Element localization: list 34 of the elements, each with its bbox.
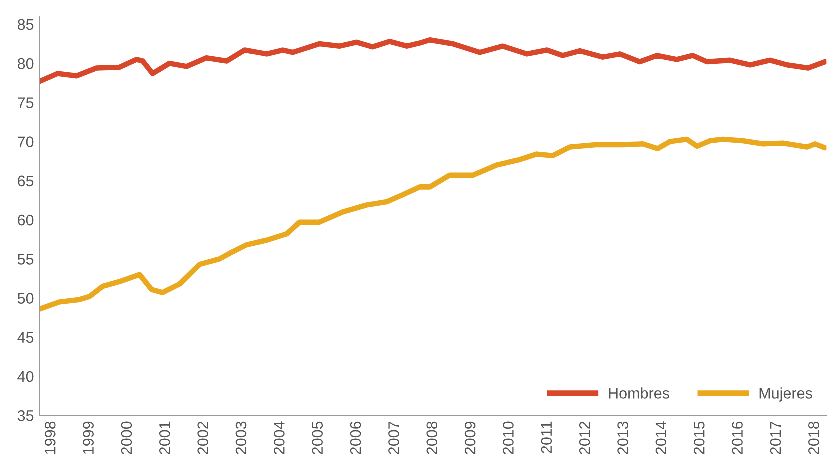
y-tick-label: 35 (18, 410, 34, 422)
x-tick-label: 2009 (464, 422, 476, 454)
x-tick-label: 2003 (236, 422, 247, 454)
x-tick-label: 2006 (350, 422, 362, 454)
y-tick-label: 50 (18, 293, 34, 304)
x-tick-label: 2015 (694, 422, 705, 454)
x-tick-label: 2016 (732, 422, 743, 454)
x-tick-label: 2011 (541, 422, 552, 454)
x-tick-label: 2002 (198, 422, 208, 454)
y-tick-label: 45 (18, 332, 34, 344)
x-tick-label: 2005 (312, 422, 324, 454)
x-tick-label: 2007 (388, 422, 400, 454)
x-tick-label: 2017 (770, 422, 782, 454)
x-tick-label: 2004 (274, 422, 285, 454)
y-tick-label: 65 (18, 176, 34, 187)
legend-label: Mujeres (760, 388, 812, 402)
y-tick-label: 75 (18, 98, 34, 108)
y-tick-label: 40 (18, 371, 34, 382)
x-tick-label: 2000 (121, 422, 132, 454)
x-tick-label: 2018 (808, 422, 820, 454)
y-tick-label: 70 (18, 136, 34, 148)
x-tick-label: 2014 (656, 422, 667, 454)
x-tick-label: 2001 (159, 422, 170, 454)
y-tick-label: 85 (18, 19, 34, 30)
y-tick-label: 80 (18, 58, 34, 70)
y-tick-label: 60 (18, 214, 34, 226)
x-tick-label: 2008 (426, 422, 438, 454)
x-tick-label: 1998 (44, 422, 56, 454)
x-tick-label: 1999 (83, 422, 94, 454)
y-tick-label: 55 (18, 254, 34, 265)
x-tick-label: 2010 (503, 422, 514, 454)
x-tick-label: 2012 (579, 422, 590, 454)
x-tick-label: 2013 (618, 422, 628, 454)
legend-label: Hombres (609, 388, 670, 399)
